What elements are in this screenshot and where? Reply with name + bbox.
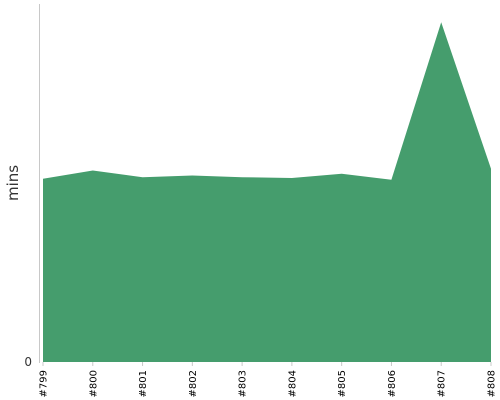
x-tick-label: #806 <box>387 370 398 397</box>
x-tick-label: #808 <box>487 370 498 397</box>
y-axis-title: mins <box>4 165 22 201</box>
x-tick-label: #802 <box>188 370 199 397</box>
x-tick-label: #800 <box>88 370 99 397</box>
x-tick-label: #803 <box>238 370 249 397</box>
series-area <box>43 22 491 363</box>
x-axis-ticks: #799 #800 #801 #802 #803 #804 #805 #806 #807 #808 <box>39 362 498 397</box>
x-tick-label: #807 <box>437 370 448 397</box>
x-tick-label: #805 <box>337 370 348 397</box>
x-tick-label: #801 <box>138 370 149 397</box>
y-axis-ticks: 0 <box>24 355 32 369</box>
x-tick-label: #799 <box>39 370 50 397</box>
series-area-layer <box>42 22 492 363</box>
y-tick-label: 0 <box>24 355 32 369</box>
x-tick-label: #804 <box>287 370 298 397</box>
